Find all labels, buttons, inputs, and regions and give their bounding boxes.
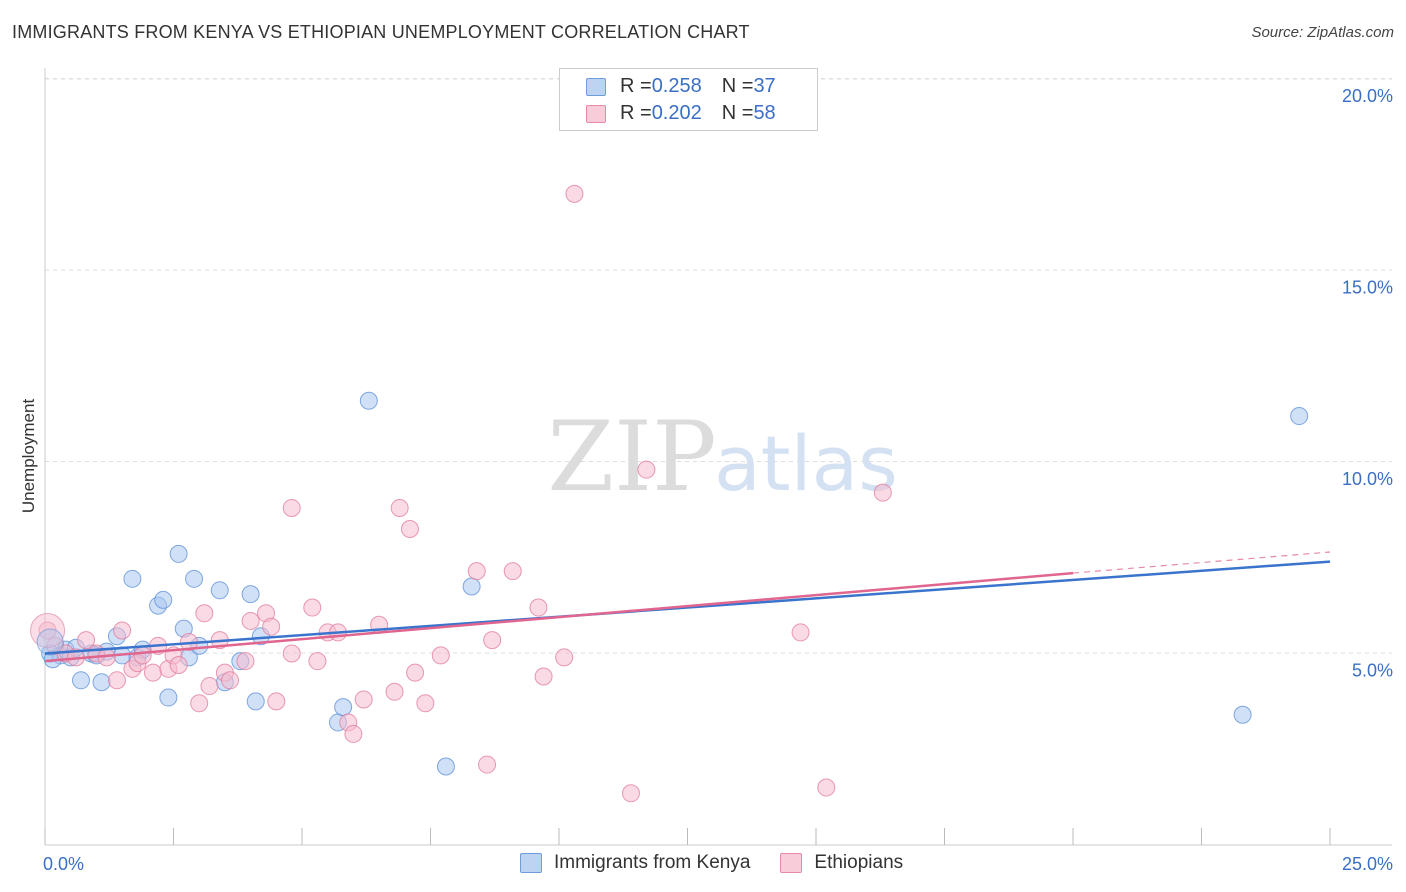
point-ethiopians-11 [133,646,152,665]
y-tick-labels: 5.0% 10.0% 15.0% 20.0% [1342,86,1393,681]
point-ethiopians-24 [236,652,255,671]
legend-r-label: R = [620,75,652,97]
point-ethiopians-41 [400,520,419,539]
y-tick-label-2: 15.0% [1342,278,1393,298]
gridlines [45,78,1392,654]
watermark-zip: ZIP [547,401,716,513]
legend-row-kenya: R = 0.258 N = 37 [586,75,776,98]
legend-n-label: N = [721,102,754,124]
watermark-atlas: atlas [714,419,898,508]
point-ethiopians-46 [478,755,497,774]
legend-r-value-ethiopians: 0.202 [651,102,702,124]
point-ethiopians-48 [503,562,522,581]
point-ethiopians-20 [200,677,219,696]
point-ethiopians-29 [282,498,301,517]
point-ethiopians-37 [354,690,373,709]
point-kenya-7 [92,673,111,692]
legend-n-value-ethiopians: 58 [753,102,776,124]
point-kenya-17 [169,544,188,563]
stats-legend: R = 0.258 N = 37 R = 0.202 N = 58 [559,68,818,131]
x-tick-label-1: 25.0% [1342,854,1393,874]
watermark: ZIP atlas [547,401,897,513]
point-kenya-34 [1290,407,1309,426]
point-kenya-16 [159,688,178,707]
trend-line-ethiopians [44,571,1074,663]
legend-n-value-kenya: 37 [753,75,776,97]
legend-swatch-ethiopians [780,853,803,873]
axes [44,68,1392,846]
legend-swatch-kenya [520,853,542,873]
point-ethiopians-42 [406,663,425,682]
legend-row-ethiopians: R = 0.202 N = 58 [586,102,776,125]
point-ethiopians-28 [267,692,286,711]
point-ethiopians-47 [483,631,502,650]
point-kenya-26 [246,692,265,711]
legend-item-ethiopians[interactable]: Ethiopians [780,852,903,874]
point-ethiopians-23 [221,671,240,690]
legend-r-label: R = [620,102,652,124]
legend-r-value-kenya: 0.258 [651,75,702,97]
legend-n-label: N = [721,75,754,97]
point-kenya-31 [436,757,455,776]
point-kenya-5 [71,671,90,690]
point-kenya-30 [359,391,378,410]
point-kenya-22 [210,581,229,600]
point-kenya-11 [123,569,142,588]
point-ethiopians-54 [637,460,656,479]
source-label: Source: ZipAtlas.com [1251,24,1394,41]
point-ethiopians-55 [791,623,810,642]
y-tick-label-0: 5.0% [1352,661,1393,681]
point-ethiopians-36 [344,724,363,743]
point-kenya-29 [334,698,353,717]
point-ethiopians-32 [308,652,327,671]
trend-extension-ethiopians [1072,551,1331,574]
point-ethiopians-53 [621,784,640,803]
y-axis-label: Unemployment [19,399,38,514]
point-ethiopians-16 [169,655,188,674]
x-tick-label-0: 0.0% [43,854,84,874]
x-tick-labels: 0.0% 25.0% [43,854,1393,874]
point-ethiopians-27 [262,617,281,636]
y-tick-label-1: 10.0% [1342,469,1393,489]
point-cluster-ethiopians [30,613,66,649]
point-ethiopians-19 [195,604,214,623]
point-cluster-kenya [36,628,64,656]
point-ethiopians-30 [282,644,301,663]
point-ethiopians-49 [529,598,548,617]
point-ethiopians-12 [143,663,162,682]
legend-label-kenya: Immigrants from Kenya [554,852,751,873]
point-ethiopians-45 [467,562,486,581]
point-ethiopians-31 [303,598,322,617]
legend-swatch-ethiopians [586,104,606,123]
point-ethiopians-51 [555,648,574,667]
legend-item-kenya[interactable]: Immigrants from Kenya [520,852,750,874]
point-kenya-33 [1233,705,1252,724]
point-ethiopians-43 [416,694,435,713]
series-points [30,184,1309,803]
point-ethiopians-40 [390,498,409,517]
point-ethiopians-52 [565,184,584,203]
point-ethiopians-25 [241,611,260,630]
point-kenya-20 [185,569,204,588]
legend-swatch-kenya [586,77,606,96]
point-ethiopians-18 [190,694,209,713]
point-ethiopians-57 [873,483,892,502]
point-ethiopians-44 [431,646,450,665]
point-ethiopians-4 [77,631,96,650]
trend-line-kenya [44,560,1331,655]
point-ethiopians-56 [817,778,836,797]
series-legend: Immigrants from Kenya Ethiopians [520,852,933,874]
point-kenya-32 [462,577,481,596]
chart-title: IMMIGRANTS FROM KENYA VS ETHIOPIAN UNEMP… [12,22,750,42]
legend-label-ethiopians: Ethiopians [814,852,904,873]
y-tick-label-3: 20.0% [1342,86,1393,106]
point-ethiopians-50 [534,667,553,686]
point-ethiopians-7 [107,671,126,690]
point-ethiopians-39 [385,682,404,701]
point-kenya-25 [241,585,260,604]
point-ethiopians-8 [113,621,132,640]
point-kenya-15 [154,590,173,609]
trend-lines [44,551,1331,663]
